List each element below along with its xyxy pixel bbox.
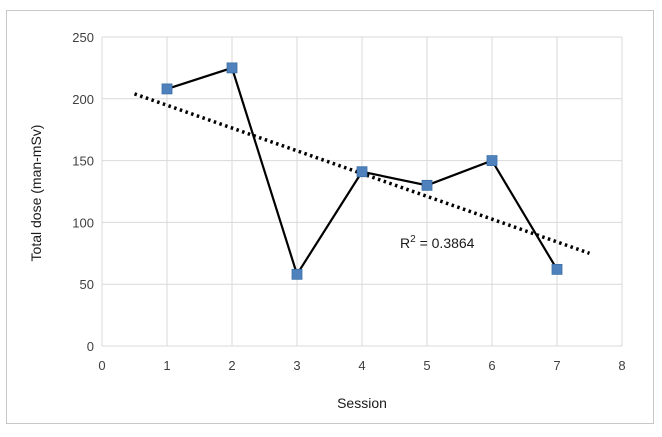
y-axis-title: Total dose (man-mSv) bbox=[28, 125, 44, 262]
y-tick-label: 100 bbox=[72, 215, 94, 230]
y-tick-label: 50 bbox=[80, 277, 94, 292]
data-point bbox=[291, 268, 303, 280]
chart-frame bbox=[6, 10, 654, 424]
r-squared-value: = 0.3864 bbox=[416, 235, 475, 251]
x-tick-label: 5 bbox=[423, 358, 430, 373]
y-tick-label: 0 bbox=[87, 339, 94, 354]
x-tick-label: 2 bbox=[228, 358, 235, 373]
x-tick-label: 1 bbox=[163, 358, 170, 373]
x-tick-label: 4 bbox=[358, 358, 365, 373]
data-point bbox=[161, 83, 173, 95]
r-squared-base: R bbox=[400, 235, 410, 251]
x-tick-label: 3 bbox=[293, 358, 300, 373]
data-point bbox=[486, 155, 498, 167]
y-tick-label: 150 bbox=[72, 154, 94, 169]
series-group bbox=[161, 62, 563, 280]
y-tick-labels: 0 50 100 150 200 250 bbox=[72, 30, 94, 354]
x-axis-title: Session bbox=[337, 395, 387, 411]
gridlines bbox=[101, 36, 623, 347]
data-point bbox=[421, 179, 433, 191]
r-squared-annotation: R2 = 0.3864 bbox=[400, 234, 475, 251]
x-tick-label: 0 bbox=[98, 358, 105, 373]
r-squared-superscript: 2 bbox=[410, 234, 416, 245]
x-tick-labels: 0 1 2 3 4 5 6 7 8 bbox=[98, 358, 625, 373]
x-tick-label: 6 bbox=[488, 358, 495, 373]
data-point bbox=[551, 263, 563, 275]
data-point bbox=[356, 166, 368, 178]
x-tick-label: 7 bbox=[553, 358, 560, 373]
y-tick-label: 200 bbox=[72, 92, 94, 107]
x-tick-label: 8 bbox=[618, 358, 625, 373]
y-tick-label: 250 bbox=[72, 30, 94, 45]
data-point bbox=[226, 62, 238, 74]
